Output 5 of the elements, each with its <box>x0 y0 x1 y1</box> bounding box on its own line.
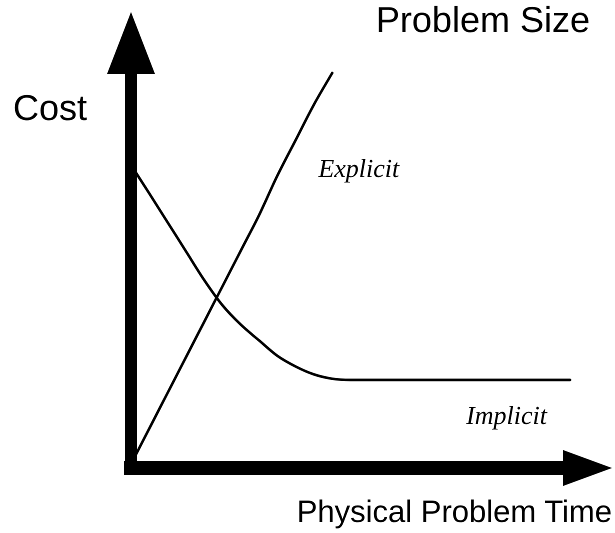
series-label: Explicit <box>318 154 400 183</box>
chart-title: Problem Size <box>376 0 590 40</box>
x-axis-title: Physical Problem Time <box>296 494 612 529</box>
series-label: Implicit <box>466 400 547 430</box>
y-axis-title: Cost <box>13 87 88 128</box>
